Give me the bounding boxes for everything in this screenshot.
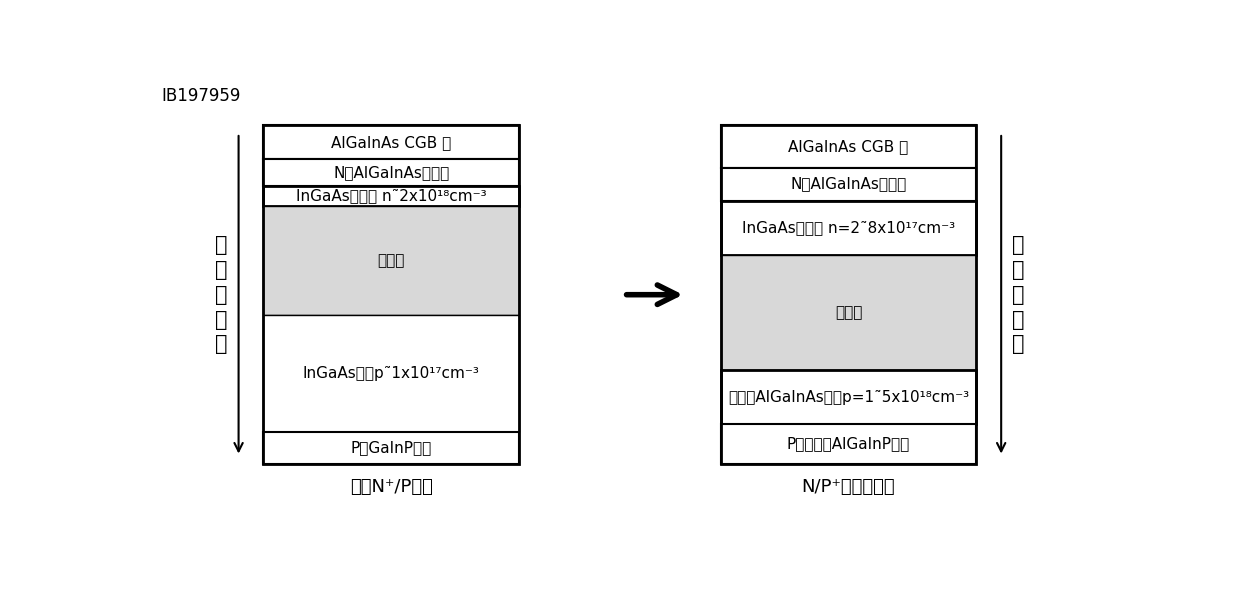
Text: 传统N⁺/P结构: 传统N⁺/P结构: [349, 478, 432, 496]
Bar: [721, 126, 976, 464]
Text: N型AlGaInAs窗口层: N型AlGaInAs窗口层: [790, 177, 907, 192]
Text: AlGaInAs CGB 层: AlGaInAs CGB 层: [331, 134, 451, 150]
Bar: [721, 126, 976, 168]
Bar: [264, 206, 519, 315]
Bar: [264, 159, 519, 186]
Text: 耗尽区: 耗尽区: [835, 305, 862, 320]
Bar: [264, 126, 519, 159]
Bar: [721, 255, 976, 370]
Text: AlGaInAs CGB 层: AlGaInAs CGB 层: [788, 139, 908, 154]
Bar: [264, 186, 519, 206]
Text: P型GaInP背场: P型GaInP背场: [351, 441, 432, 456]
Text: 宽禁带AlGaInAs基区p=1˜5x10¹⁸cm⁻³: 宽禁带AlGaInAs基区p=1˜5x10¹⁸cm⁻³: [729, 390, 969, 405]
Bar: [264, 315, 519, 432]
Text: N型AlGaInAs窗口层: N型AlGaInAs窗口层: [333, 165, 450, 180]
Text: 光
入
射
方
向: 光 入 射 方 向: [1012, 235, 1025, 354]
Text: 耗尽区: 耗尽区: [378, 253, 405, 268]
Text: 光
入
射
方
向: 光 入 射 方 向: [216, 235, 228, 354]
Text: IB197959: IB197959: [161, 87, 240, 105]
Bar: [721, 370, 976, 424]
Bar: [264, 206, 519, 315]
Bar: [721, 424, 976, 464]
Bar: [721, 168, 976, 201]
Text: InGaAs发射区 n˜2x10¹⁸cm⁻³: InGaAs发射区 n˜2x10¹⁸cm⁻³: [296, 189, 487, 203]
Text: InGaAs基区p˜1x10¹⁷cm⁻³: InGaAs基区p˜1x10¹⁷cm⁻³: [302, 367, 479, 381]
Bar: [721, 255, 976, 370]
Bar: [721, 201, 976, 255]
Bar: [264, 126, 519, 464]
Text: N/P⁺异质结结构: N/P⁺异质结结构: [802, 478, 896, 496]
Text: P型宽带隙AlGaInP背场: P型宽带隙AlGaInP背场: [787, 437, 911, 452]
Text: InGaAs发射区 n=2˜8x10¹⁷cm⁻³: InGaAs发射区 n=2˜8x10¹⁷cm⁻³: [742, 220, 955, 235]
Bar: [264, 432, 519, 464]
